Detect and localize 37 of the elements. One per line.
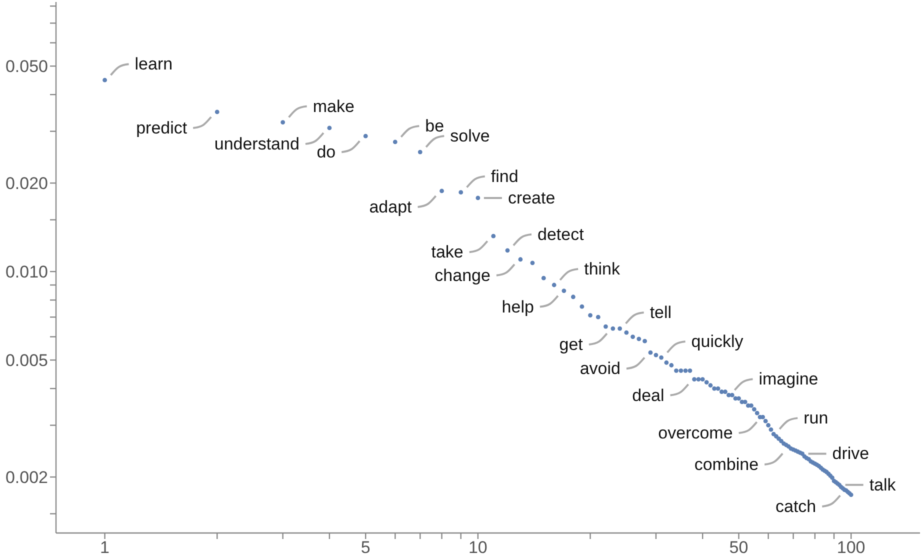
y-tick-label: 0.020	[5, 174, 48, 194]
annotation: solve	[450, 126, 490, 146]
annotation: change	[434, 266, 490, 285]
annotation: tell	[650, 303, 672, 322]
annotation: do	[316, 142, 336, 162]
annotation: talk	[869, 475, 896, 494]
annotation: overcome	[658, 424, 733, 443]
annotation: make	[312, 96, 354, 116]
annotation: create	[508, 188, 556, 208]
x-tick-label: 100	[836, 538, 866, 558]
annotation: avoid	[580, 359, 620, 378]
x-tick-label: 10	[468, 538, 488, 558]
annotation: think	[584, 260, 621, 279]
x-tick-label: 5	[360, 538, 370, 558]
y-tick-label: 0.050	[5, 57, 48, 76]
annotation: combine	[694, 455, 759, 474]
x-tick-label: 50	[729, 538, 748, 558]
annotation: find	[490, 166, 518, 186]
annotation: learn	[134, 54, 173, 74]
y-tick-label: 0.005	[5, 351, 48, 370]
annotation: adapt	[369, 197, 412, 216]
x-tick-label: 1	[100, 538, 110, 558]
annotation: understand	[214, 134, 300, 154]
annotation: take	[431, 242, 464, 262]
annotation: drive	[832, 444, 870, 464]
annotation: be	[425, 116, 444, 136]
annotation: catch	[776, 496, 816, 516]
annotation: deal	[632, 386, 664, 405]
y-tick-label: 0.010	[5, 262, 48, 282]
annotation: quickly	[691, 332, 744, 352]
annotation: run	[804, 408, 828, 428]
annotation: help	[502, 297, 534, 316]
annotation: predict	[136, 118, 188, 138]
annotation: imagine	[758, 370, 818, 389]
annotation: get	[559, 335, 584, 354]
annotation: detect	[537, 224, 584, 244]
y-tick-label: 0.002	[5, 468, 48, 488]
